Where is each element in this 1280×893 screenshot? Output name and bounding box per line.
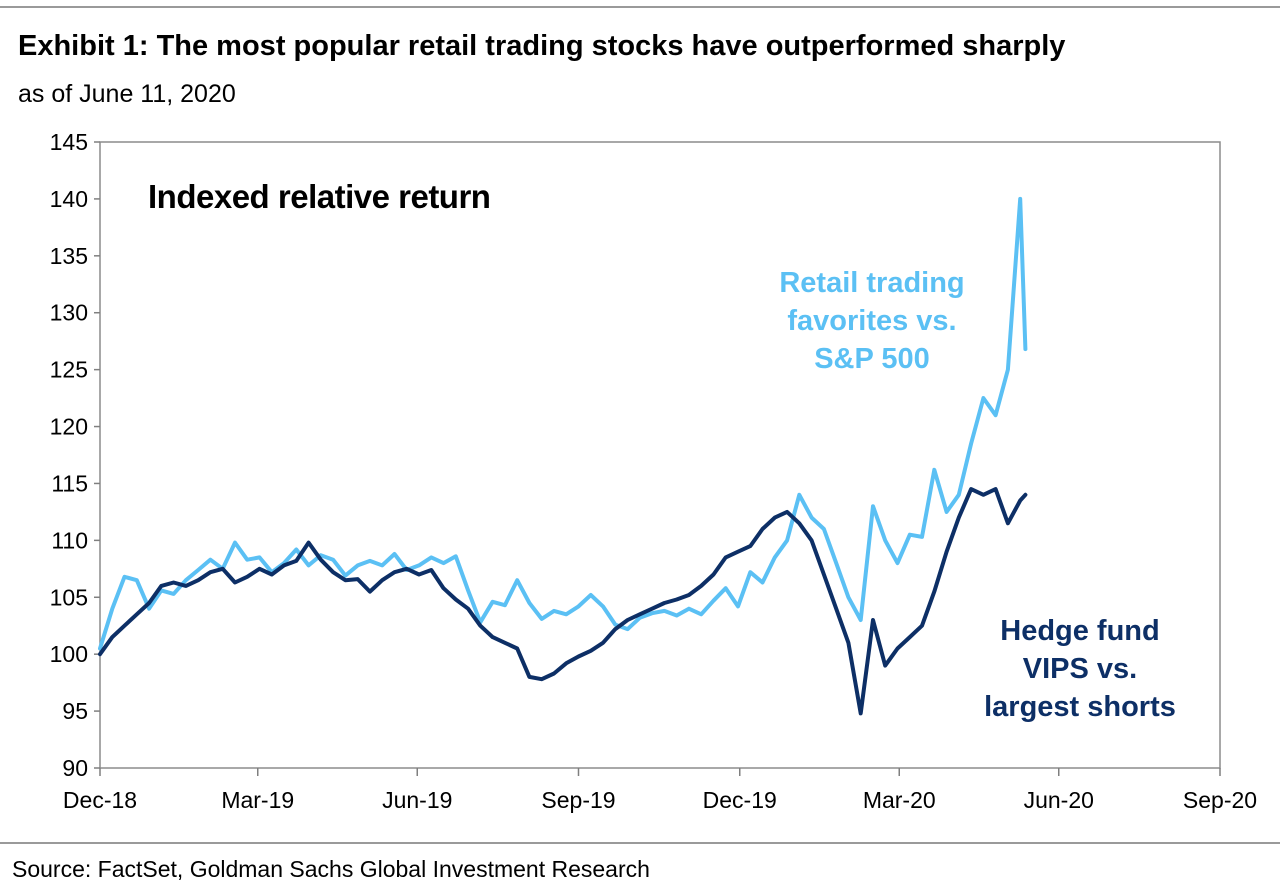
x-tick-label: Mar-19 <box>221 787 294 813</box>
hedge-series-label: VIPS vs. <box>1023 653 1137 685</box>
top-rule <box>0 6 1280 8</box>
hedge-series-label: largest shorts <box>984 691 1176 723</box>
chart-container: 90 95 100 105 110 115 120 125 130 135 140 145 Dec-18… <box>0 120 1280 830</box>
retail-series-label: S&P 500 <box>814 343 930 375</box>
y-tick-label: 100 <box>50 641 88 667</box>
retail-series-line <box>98 196 1028 651</box>
x-tick-label: Dec-18 <box>63 787 137 813</box>
y-tick-label: 95 <box>62 698 88 724</box>
y-tick-label: 135 <box>50 243 88 269</box>
x-tick-label: Mar-20 <box>863 787 936 813</box>
x-tick-label: Jun-19 <box>382 787 452 813</box>
y-tick-label: 125 <box>50 357 88 383</box>
x-tick-label: Sep-20 <box>1183 787 1257 813</box>
y-tick-label: 140 <box>50 186 88 212</box>
bottom-rule <box>0 842 1280 844</box>
retail-series-label: favorites vs. <box>787 305 956 337</box>
source-note: Source: FactSet, Goldman Sachs Global In… <box>12 856 650 882</box>
x-tick-label: Jun-20 <box>1024 787 1094 813</box>
y-tick-label: 110 <box>51 527 88 553</box>
page-title: Exhibit 1: The most popular retail tradi… <box>18 30 1066 62</box>
line-chart: 90 95 100 105 110 115 120 125 130 135 140 145 Dec-18… <box>50 129 1257 813</box>
hedge-series-line <box>98 487 1028 716</box>
y-tick-label: 105 <box>50 584 88 610</box>
y-tick-label: 115 <box>51 470 88 496</box>
plot-frame <box>99 141 1221 769</box>
x-tick-label: Sep-19 <box>541 787 615 813</box>
y-tick-label: 130 <box>50 300 88 326</box>
y-tick-label: 145 <box>50 129 88 155</box>
chart-annotation-label: Indexed relative return <box>148 178 490 215</box>
page-subtitle: as of June 11, 2020 <box>18 80 236 108</box>
y-tick-label: 90 <box>62 755 88 781</box>
hedge-series-label: Hedge fund <box>1000 615 1160 647</box>
y-tick-label: 120 <box>50 414 88 440</box>
x-tick-label: Dec-19 <box>703 787 777 813</box>
retail-series-label: Retail trading <box>779 267 964 299</box>
